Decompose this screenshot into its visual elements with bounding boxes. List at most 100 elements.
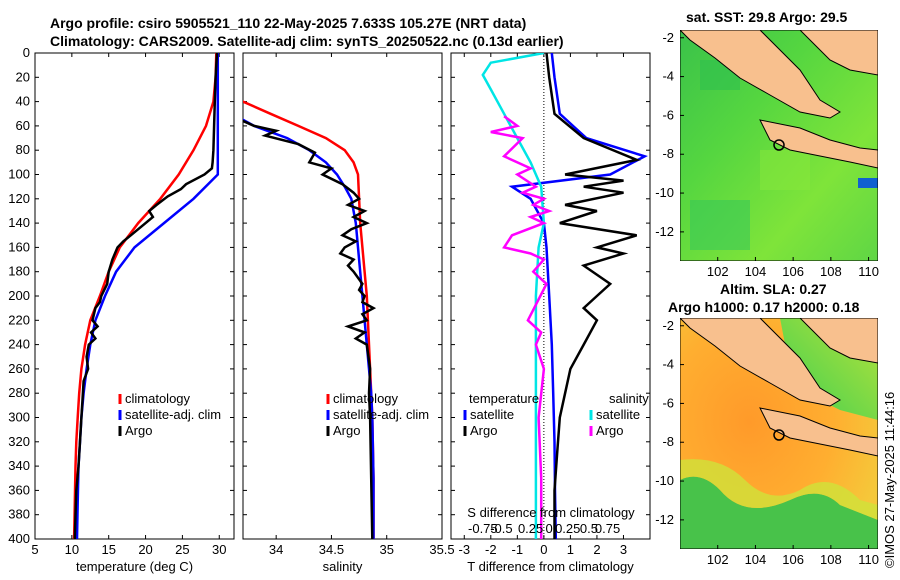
x-tick-label: 5 [31,542,38,557]
sla-sumatra-land [680,318,841,407]
salinity-xlabel: salinity [323,559,363,574]
legend-label: satellite [596,407,640,422]
temperature-xlabel: temperature (deg C) [76,559,193,574]
sst_map-x-tick-label: 110 [858,264,879,279]
secondary-tick-label: 0.75 [595,521,620,536]
sst-borneo-land [799,30,878,76]
x-tick-label: 10 [65,542,79,557]
sla_map-x-tick-label: 110 [858,552,879,567]
series-difference-temperature-argo [545,53,641,539]
secondary-tick-label: 0 [546,521,553,536]
sla_map-x-tick-label: 104 [745,552,767,567]
y-tick-label: 220 [8,312,30,327]
sla_map-x-tick-label: 102 [707,552,729,567]
sla-map [680,318,878,549]
sla_map-x-tick-label: 106 [782,552,804,567]
sst_map-y-tick-label: -6 [662,107,674,122]
sla_map-y-tick-label: -10 [655,473,674,488]
title-line-1: Argo profile: csiro 5905521_110 22-May-2… [50,15,526,31]
y-tick-label: 380 [8,507,30,522]
legend-heading: temperature [469,391,539,406]
y-tick-label: 260 [8,361,30,376]
x-tick-label: 0 [540,542,547,557]
x-tick-label: 1 [567,542,574,557]
secondary-tick-label: 0.25 [555,521,580,536]
legend-label: satellite-adj. clim [333,407,429,422]
sst-sumatra-land [680,30,841,119]
y-tick-label: 40 [16,94,30,109]
difference-plot-frame [450,52,651,540]
sst-argo-marker [773,139,785,151]
temperature-plot-frame [34,52,235,540]
sla_map-y-tick-label: -4 [662,357,674,372]
series-salinity-argo [243,119,377,539]
sst-cold-anomaly [858,178,878,188]
legend-heading: salinity [609,391,649,406]
legend-label: Argo [333,423,360,438]
sst_map-x-tick-label: 104 [745,264,767,279]
secondary-tick-label: 0.5 [580,521,598,536]
y-tick-label: 80 [16,142,30,157]
copyright-stamp: ©IMOS 27-May-2025 11:44:16 [882,392,897,568]
sla-map-title: Altim. SLA: 0.27 [720,281,827,297]
sla_map-y-tick-label: -6 [662,395,674,410]
sla-field-green-south [680,476,878,549]
sst_map-x-tick-label: 102 [707,264,729,279]
x-tick-label: -3 [458,542,470,557]
secondary-tick-label: -0.5 [490,521,512,536]
x-tick-label: 34 [269,542,283,557]
temperature-chart: 0 20 40 60 80 100 120 140 160 180 200 220 240 260 280 3… [8,45,235,574]
sst_map-y-tick-label: -10 [655,185,674,200]
y-tick-label: 140 [8,215,30,230]
legend-label: satellite [470,407,514,422]
y-tick-label: 180 [8,264,30,279]
series-temperature-argo [73,53,219,539]
y-tick-label: 200 [8,288,30,303]
sla_map-x-tick-label: 108 [820,552,842,567]
x-tick-label: 15 [101,542,115,557]
legend-label: satellite-adj. clim [125,407,221,422]
x-tick-label: 30 [212,542,226,557]
sst_map-y-tick-label: -4 [662,69,674,84]
legend-label: climatology [125,391,191,406]
y-tick-label: 360 [8,482,30,497]
x-tick-label: 25 [175,542,189,557]
sla-argo-marker [773,429,785,441]
sla_map-y-tick-label: -8 [662,434,674,449]
series-difference-temperature-satellite [508,53,648,539]
sst_map-x-tick-label: 108 [820,264,842,279]
difference-chart: -3 -2 -1 0 1 2 3T difference from climatologyt… [450,52,651,574]
sla_map-y-tick-label: -12 [655,512,674,527]
x-tick-label: -2 [485,542,497,557]
x-tick-label: 34.5 [319,542,344,557]
sst-map [680,30,878,261]
sla-map-subtitle: Argo h1000: 0.17 h2000: 0.18 [668,299,860,315]
legend-label: Argo [125,423,152,438]
secondary-tick-label: -0.75 [468,521,498,536]
x-tick-label: -1 [512,542,524,557]
difference-xlabel: T difference from climatology [467,559,634,574]
salinity-plot-frame [242,52,443,540]
sst-map-title: sat. SST: 29.8 Argo: 29.5 [686,9,848,25]
x-tick-label: 35 [379,542,393,557]
y-tick-label: 60 [16,118,30,133]
secondary-tick-label: 0.25 [518,521,543,536]
x-tick-label: 3 [620,542,627,557]
sst_map-y-tick-label: -8 [662,146,674,161]
salinity-chart: 34 34.5 35 35.5 salinity climatologysatellite… [242,52,455,574]
y-tick-label: 20 [16,69,30,84]
x-tick-label: 35.5 [429,542,454,557]
series-temperature-climatology [72,53,218,539]
sla_map-y-tick-label: -2 [662,318,674,333]
series-difference-salinity-argo [490,115,553,539]
legend-label: climatology [333,391,399,406]
title-line-2: Climatology: CARS2009. Satellite-adj cli… [50,33,564,49]
legend-label: Argo [470,423,497,438]
x-tick-label: 20 [138,542,152,557]
sst_map-y-tick-label: -12 [655,224,674,239]
sst_map-y-tick-label: -2 [662,30,674,45]
y-tick-label: 400 [8,531,30,546]
y-tick-label: 240 [8,337,30,352]
y-tick-label: 340 [8,458,30,473]
